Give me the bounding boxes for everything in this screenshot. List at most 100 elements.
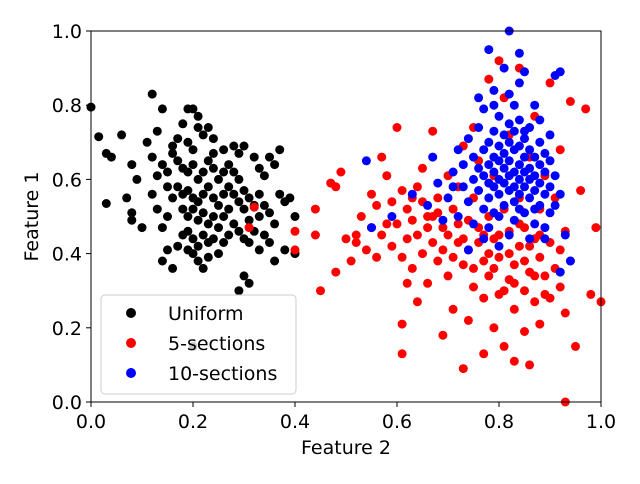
data-point (484, 160, 494, 170)
data-point (193, 111, 203, 121)
data-point (183, 186, 193, 195)
data-point (453, 145, 463, 155)
data-point (443, 193, 453, 203)
data-point (402, 204, 412, 214)
data-point (504, 156, 514, 166)
data-point (198, 263, 208, 273)
data-point (367, 223, 376, 233)
data-point (463, 315, 473, 325)
data-point (106, 152, 116, 162)
data-point (489, 100, 499, 110)
data-point (127, 208, 137, 218)
data-point (244, 193, 254, 203)
data-point (494, 141, 504, 151)
data-point (188, 104, 198, 114)
data-point (407, 215, 417, 225)
data-point (479, 171, 489, 181)
data-point (356, 212, 366, 221)
data-point (208, 234, 218, 244)
data-point (540, 234, 550, 244)
data-point (382, 171, 392, 181)
data-point (188, 160, 198, 170)
data-point (280, 245, 290, 255)
data-point (474, 123, 484, 132)
data-point (331, 182, 341, 192)
data-point (239, 271, 249, 281)
data-point (208, 163, 218, 173)
data-point (520, 327, 529, 336)
data-point (463, 134, 473, 144)
data-point (540, 167, 550, 177)
data-point (535, 160, 545, 170)
data-point (463, 245, 473, 255)
data-point (479, 145, 489, 155)
data-point (514, 174, 524, 184)
data-point (443, 271, 453, 281)
data-point (479, 293, 489, 303)
data-point (208, 134, 218, 144)
data-point (530, 271, 540, 281)
data-point (499, 130, 509, 140)
data-point (219, 189, 229, 199)
data-point (310, 204, 320, 214)
data-point (254, 163, 264, 173)
data-point (484, 45, 494, 55)
data-point (285, 193, 295, 203)
data-point (412, 230, 422, 240)
data-point (545, 130, 555, 140)
data-point (509, 126, 519, 136)
data-point (428, 152, 438, 162)
data-point (474, 93, 484, 103)
data-point (504, 249, 514, 259)
data-point (173, 241, 183, 251)
data-point (183, 137, 193, 147)
data-point (152, 126, 162, 136)
legend-label: 5-sections (168, 333, 265, 355)
data-point (193, 197, 203, 207)
data-point (101, 199, 111, 208)
data-point (448, 252, 458, 262)
data-point (484, 249, 494, 259)
data-point (545, 208, 555, 218)
data-point (203, 156, 213, 166)
data-point (265, 152, 274, 162)
data-point (372, 252, 382, 262)
data-point (509, 182, 519, 192)
data-point (147, 152, 157, 162)
data-point (560, 308, 570, 318)
data-point (484, 137, 494, 147)
data-point (203, 182, 213, 192)
data-point (514, 141, 524, 151)
data-point (489, 208, 499, 218)
data-point (453, 219, 463, 229)
data-point (254, 212, 264, 221)
data-point (346, 256, 356, 266)
data-point (545, 156, 555, 166)
data-point (545, 78, 555, 88)
data-point (499, 200, 509, 210)
data-point (157, 256, 167, 266)
data-point (504, 230, 514, 240)
data-point (265, 238, 274, 247)
data-point (494, 156, 504, 166)
data-point (157, 223, 167, 233)
data-point (351, 238, 361, 247)
data-point (275, 145, 285, 155)
data-point (555, 282, 565, 292)
data-point (448, 304, 458, 314)
data-point (530, 204, 540, 214)
data-point (234, 286, 244, 296)
data-point (168, 263, 178, 273)
data-point (458, 182, 468, 192)
data-point (259, 200, 269, 210)
data-point (244, 278, 254, 288)
data-point (540, 223, 550, 233)
data-point (535, 252, 545, 262)
data-point (535, 115, 545, 125)
data-point (259, 230, 269, 240)
data-point (438, 215, 448, 225)
legend-label: 10-sections (168, 363, 277, 385)
data-point (458, 234, 468, 244)
data-point (229, 167, 239, 177)
data-point (183, 226, 193, 236)
